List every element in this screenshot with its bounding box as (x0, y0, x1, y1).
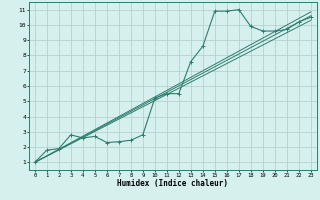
X-axis label: Humidex (Indice chaleur): Humidex (Indice chaleur) (117, 179, 228, 188)
